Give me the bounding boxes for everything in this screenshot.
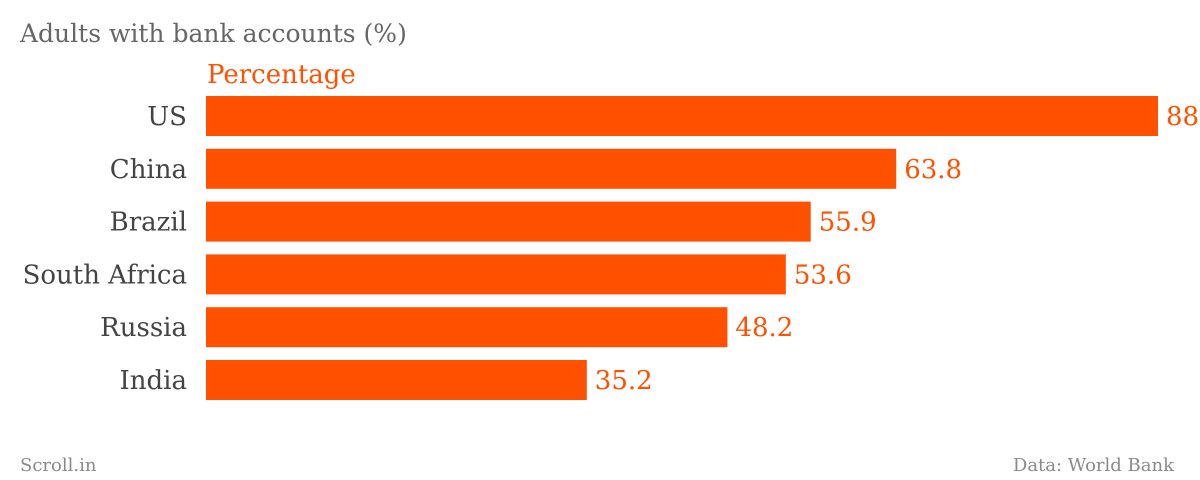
bar-south-africa — [206, 254, 786, 295]
series-label: Percentage — [207, 60, 356, 90]
category-label: India — [120, 366, 187, 396]
value-label: 48.2 — [735, 313, 793, 343]
bars-group — [206, 96, 1158, 400]
category-label: US — [147, 102, 187, 132]
chart-title: Adults with bank accounts (%) — [19, 19, 407, 48]
category-label: China — [110, 155, 187, 185]
category-label: Brazil — [110, 208, 187, 238]
bar-us — [206, 96, 1158, 136]
value-label: 55.9 — [819, 208, 877, 238]
category-label: South Africa — [23, 260, 187, 290]
bar-brazil — [206, 201, 811, 242]
value-label: 63.8 — [904, 155, 962, 185]
footer-credit: Scroll.in — [20, 455, 97, 476]
bar-india — [206, 360, 587, 400]
category-label: Russia — [100, 313, 187, 343]
bar-china — [206, 148, 897, 189]
value-label: 35.2 — [595, 366, 653, 396]
bar-russia — [206, 307, 728, 348]
value-label: 53.6 — [794, 260, 852, 290]
footer-source: Data: World Bank — [1013, 455, 1175, 476]
category-labels-group: US China Brazil South Africa Russia India — [23, 102, 187, 396]
value-labels-group: 88 63.8 55.9 53.648.2 35.2 — [595, 102, 1199, 396]
value-label: 88 — [1166, 102, 1199, 132]
